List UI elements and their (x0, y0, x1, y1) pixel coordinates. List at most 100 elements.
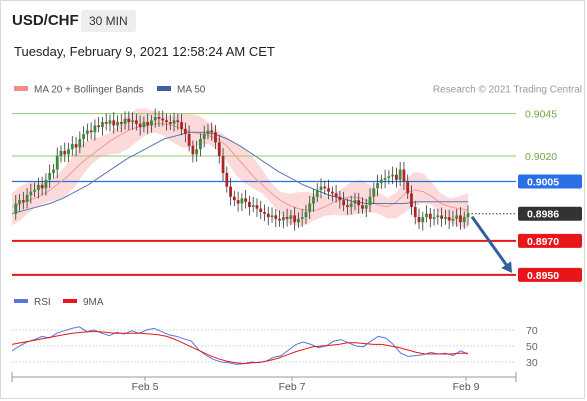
candle-up (78, 139, 82, 148)
candle-down (210, 130, 214, 133)
candle-up (297, 218, 300, 223)
candle-down (89, 130, 93, 133)
candle-up (29, 191, 33, 196)
candle-down (168, 122, 172, 124)
ma50-line (11, 131, 468, 215)
candle-up (36, 184, 40, 190)
candle-up (304, 212, 308, 218)
candle-down (394, 174, 398, 180)
candle-up (364, 205, 368, 209)
candle-up (466, 213, 470, 218)
x-tick-label: Feb 5 (132, 381, 159, 393)
candle-down (40, 184, 44, 189)
candle-up (300, 217, 304, 219)
x-axis: Feb 5 Feb 7 Feb 9 (11, 372, 517, 393)
candle-up (398, 169, 402, 180)
candle-down (447, 217, 451, 221)
candle-down (232, 196, 236, 201)
candle-down (97, 125, 101, 128)
rsi-legend: RSI 9MA (14, 297, 104, 308)
candle-down (342, 200, 346, 206)
candle-down (402, 169, 406, 182)
candle-down (180, 122, 183, 129)
candle-down (157, 116, 161, 119)
candle-up (270, 215, 274, 218)
legend-label-ma20: MA 20 + Bollinger Bands (34, 85, 144, 96)
ma20-line (11, 123, 469, 211)
legend-swatch-rsi (14, 299, 28, 303)
candle-up (379, 179, 383, 184)
price-level-labels: 0.9045 0.9020 0.9005 0.8970 0.8950 0.8986 (518, 109, 582, 282)
candle-down (323, 186, 327, 189)
candle-down (361, 205, 364, 209)
level-label-box (518, 267, 582, 282)
candle-up (82, 133, 86, 140)
candle-down (217, 142, 221, 157)
candle-down (21, 200, 25, 202)
legend-label-9ma: 9MA (83, 297, 104, 308)
candle-up (421, 217, 425, 223)
candle-down (119, 122, 123, 124)
candle-up (443, 217, 447, 219)
candle-down (221, 156, 225, 173)
candle-down (63, 150, 67, 155)
projection-arrowhead (501, 261, 512, 273)
candle-down (191, 145, 195, 155)
x-tick-label: Feb 9 (453, 381, 480, 393)
candle-up (451, 218, 455, 221)
candle-up (70, 144, 74, 150)
candle-down (255, 205, 259, 209)
rsi-tick-label: 30 (526, 357, 538, 369)
candle-down (138, 123, 142, 128)
level-label-box (518, 174, 582, 189)
candle-down (229, 186, 232, 197)
candle-down (112, 120, 116, 126)
level-label: 0.9020 (525, 151, 557, 163)
candle-down (146, 122, 150, 126)
candle-down (406, 181, 410, 194)
timeframe-badge[interactable]: 30 MIN (81, 10, 136, 32)
x-tick-label: Feb 7 (279, 381, 306, 393)
candle-up (425, 213, 428, 218)
candle-down (417, 217, 421, 223)
candle-up (199, 139, 202, 150)
legend-swatch-ma20 (14, 86, 28, 91)
candle-up (195, 149, 199, 155)
symbol-label: USD/CHF (12, 12, 79, 29)
candle-up (55, 156, 59, 170)
projection-arrow (470, 215, 512, 273)
candle-up (18, 200, 21, 204)
candle-up (67, 149, 70, 155)
candle-down (134, 120, 138, 124)
candle-up (315, 189, 319, 197)
candle-down (183, 128, 187, 134)
candle-up (153, 116, 157, 121)
rsi-tick-label: 50 (526, 341, 538, 353)
candle-down (244, 198, 248, 202)
candle-up (142, 122, 146, 128)
candle-down (225, 172, 229, 187)
candle-up (391, 174, 395, 177)
candle-up (319, 186, 323, 190)
candle-down (214, 132, 217, 143)
candle-up (240, 198, 244, 204)
candle-up (52, 169, 55, 173)
candle-up (48, 172, 52, 180)
candle-up (59, 150, 63, 157)
candle-down (413, 206, 417, 218)
candle-up (85, 130, 89, 134)
candle-up (108, 120, 112, 124)
candle-up (202, 133, 206, 140)
candle-up (289, 215, 293, 219)
current-price-label: 0.8986 (527, 209, 559, 221)
candle-down (165, 120, 168, 123)
rsi-panel: 30 50 70 (11, 325, 538, 369)
candle-up (455, 215, 459, 219)
candle-up (206, 130, 210, 134)
candlesticks (14, 108, 470, 231)
candle-down (440, 215, 444, 219)
candle-down (285, 217, 289, 219)
candle-up (33, 189, 37, 192)
candle-up (131, 120, 134, 123)
